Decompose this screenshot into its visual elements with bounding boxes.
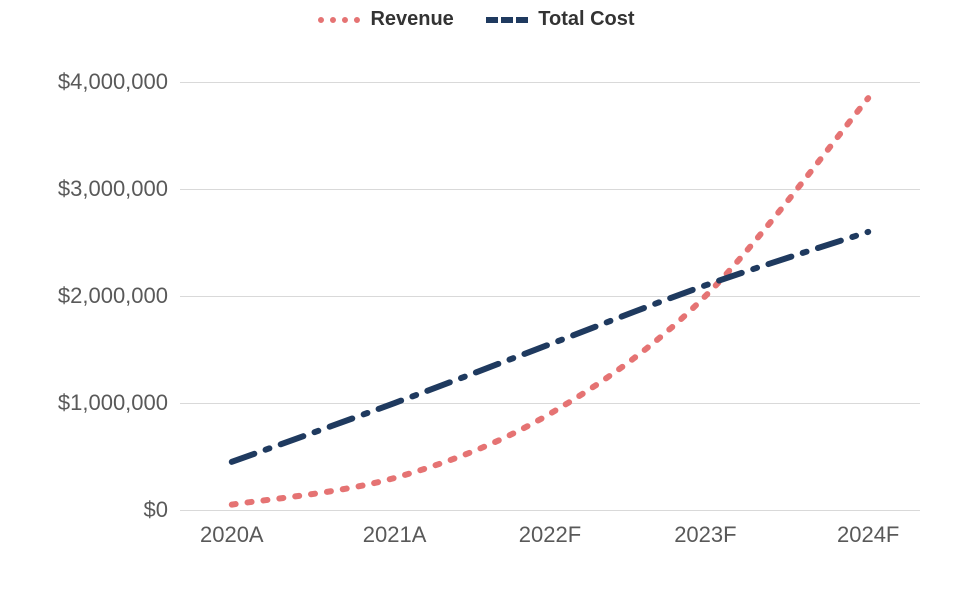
legend-swatch-totalcost — [486, 17, 528, 23]
y-tick-label: $0 — [144, 497, 180, 523]
legend-swatch-revenue — [318, 17, 360, 23]
x-tick-label: 2023F — [674, 510, 736, 548]
y-tick-label: $3,000,000 — [58, 176, 180, 202]
series-line-1 — [232, 232, 868, 462]
series-line-0 — [232, 98, 868, 505]
y-tick-label: $4,000,000 — [58, 69, 180, 95]
legend: Revenue Total Cost — [0, 8, 953, 31]
x-tick-label: 2021A — [363, 510, 427, 548]
x-tick-label: 2024F — [837, 510, 899, 548]
y-tick-label: $2,000,000 — [58, 283, 180, 309]
y-tick-label: $1,000,000 — [58, 390, 180, 416]
legend-item-totalcost: Total Cost — [486, 8, 634, 31]
legend-label-revenue: Revenue — [370, 8, 453, 31]
chart-container: Revenue Total Cost $0$1,000,000$2,000,00… — [0, 0, 953, 591]
series-svg — [180, 50, 920, 510]
x-tick-label: 2022F — [519, 510, 581, 548]
plot-area: $0$1,000,000$2,000,000$3,000,000$4,000,0… — [180, 50, 920, 510]
legend-label-totalcost: Total Cost — [538, 8, 634, 31]
legend-item-revenue: Revenue — [318, 8, 453, 31]
x-tick-label: 2020A — [200, 510, 264, 548]
